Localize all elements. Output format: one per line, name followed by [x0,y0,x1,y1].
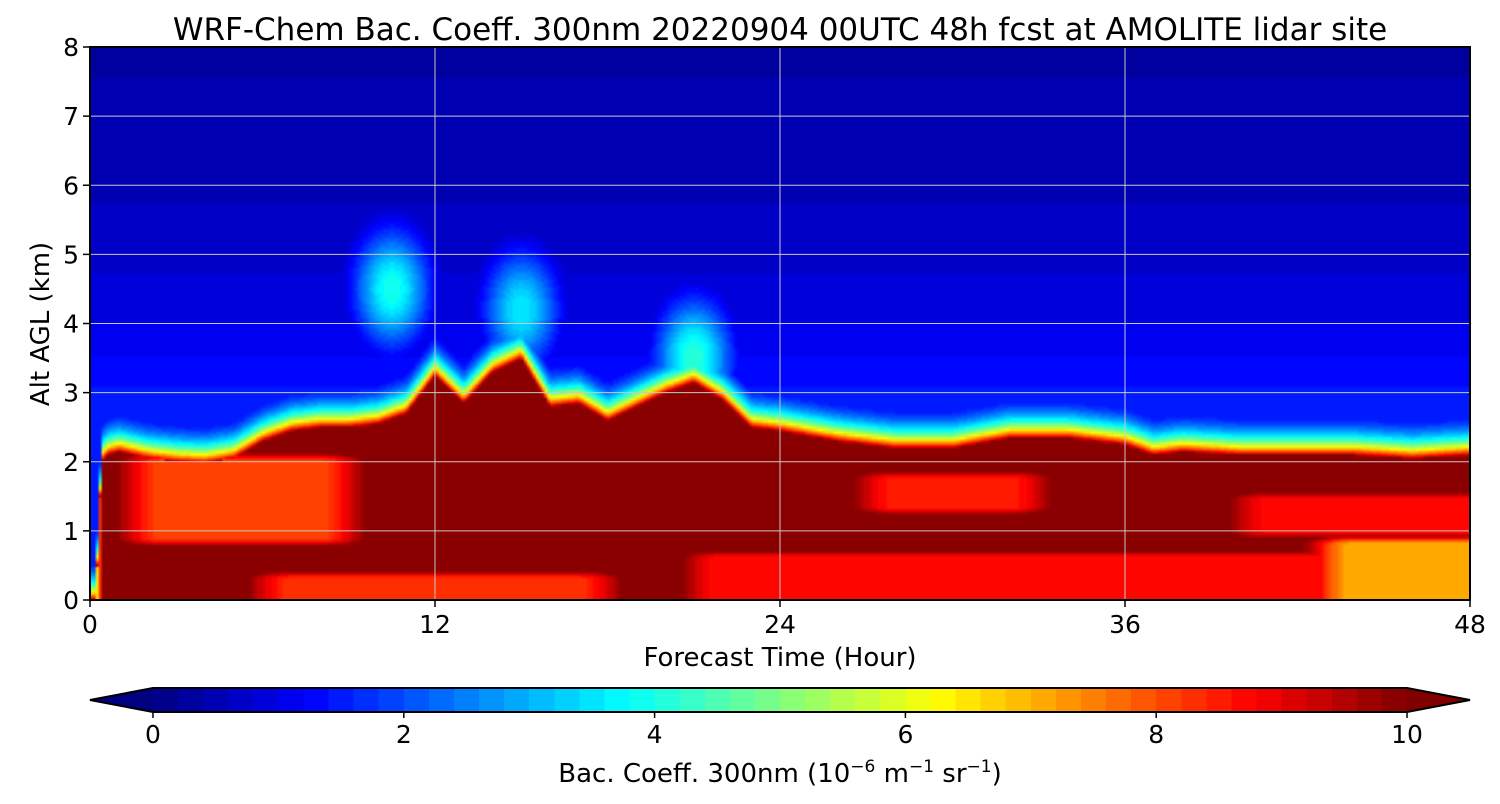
y-tick-label: 2 [63,448,79,477]
colorbar-extend-max [1407,688,1470,712]
colorbar-label: Bac. Coeff. 300nm (10−6 m−1 sr−1) [558,757,1001,789]
y-tick-label: 4 [63,310,79,339]
colorbar-label-exp2: −1 [909,757,934,777]
colorbar-label-exp1: −6 [850,757,875,777]
y-tick-label: 3 [63,379,79,408]
y-tick-label: 5 [63,240,79,269]
colorbar-label-mid1: m [875,759,909,789]
y-tick-label: 8 [63,33,79,62]
colorbar-extend-min [90,688,153,712]
y-axis-label: Alt AGL (km) [26,242,56,406]
colorbar-label-end: ) [992,759,1002,789]
colorbar-gradient [153,688,1407,712]
colorbar-label-mid2: sr [934,759,967,789]
y-tick-label: 0 [63,586,79,615]
colorbar-label-exp3: −1 [967,757,992,777]
colorbar-tick-label: 8 [1148,720,1164,749]
x-tick-label: 0 [82,610,98,639]
colorbar-tick-label: 2 [396,720,412,749]
y-tick-label: 6 [63,171,79,200]
x-tick-label: 48 [1454,610,1486,639]
colorbar-tick-label: 10 [1391,720,1423,749]
colorbar-tick-label: 4 [647,720,663,749]
colorbar-ticks: 0 2 4 6 8 10 [145,712,1423,749]
colorbar-tick-label: 6 [897,720,913,749]
x-tick-label: 36 [1109,610,1141,639]
colorbar-tick-label: 0 [145,720,161,749]
y-tick-label: 7 [63,102,79,131]
x-axis: 0 12 24 36 48 [82,600,1486,639]
chart-title: WRF-Chem Bac. Coeff. 300nm 20220904 00UT… [173,12,1387,48]
y-axis: 0 1 2 3 4 5 6 7 8 [63,33,90,615]
x-axis-label: Forecast Time (Hour) [643,643,916,673]
y-tick-label: 1 [63,517,79,546]
colorbar-label-main: Bac. Coeff. 300nm (10 [558,759,850,789]
colorbar: 0 2 4 6 8 10 [89,687,1471,749]
x-tick-label: 12 [419,610,451,639]
x-tick-label: 24 [764,610,796,639]
